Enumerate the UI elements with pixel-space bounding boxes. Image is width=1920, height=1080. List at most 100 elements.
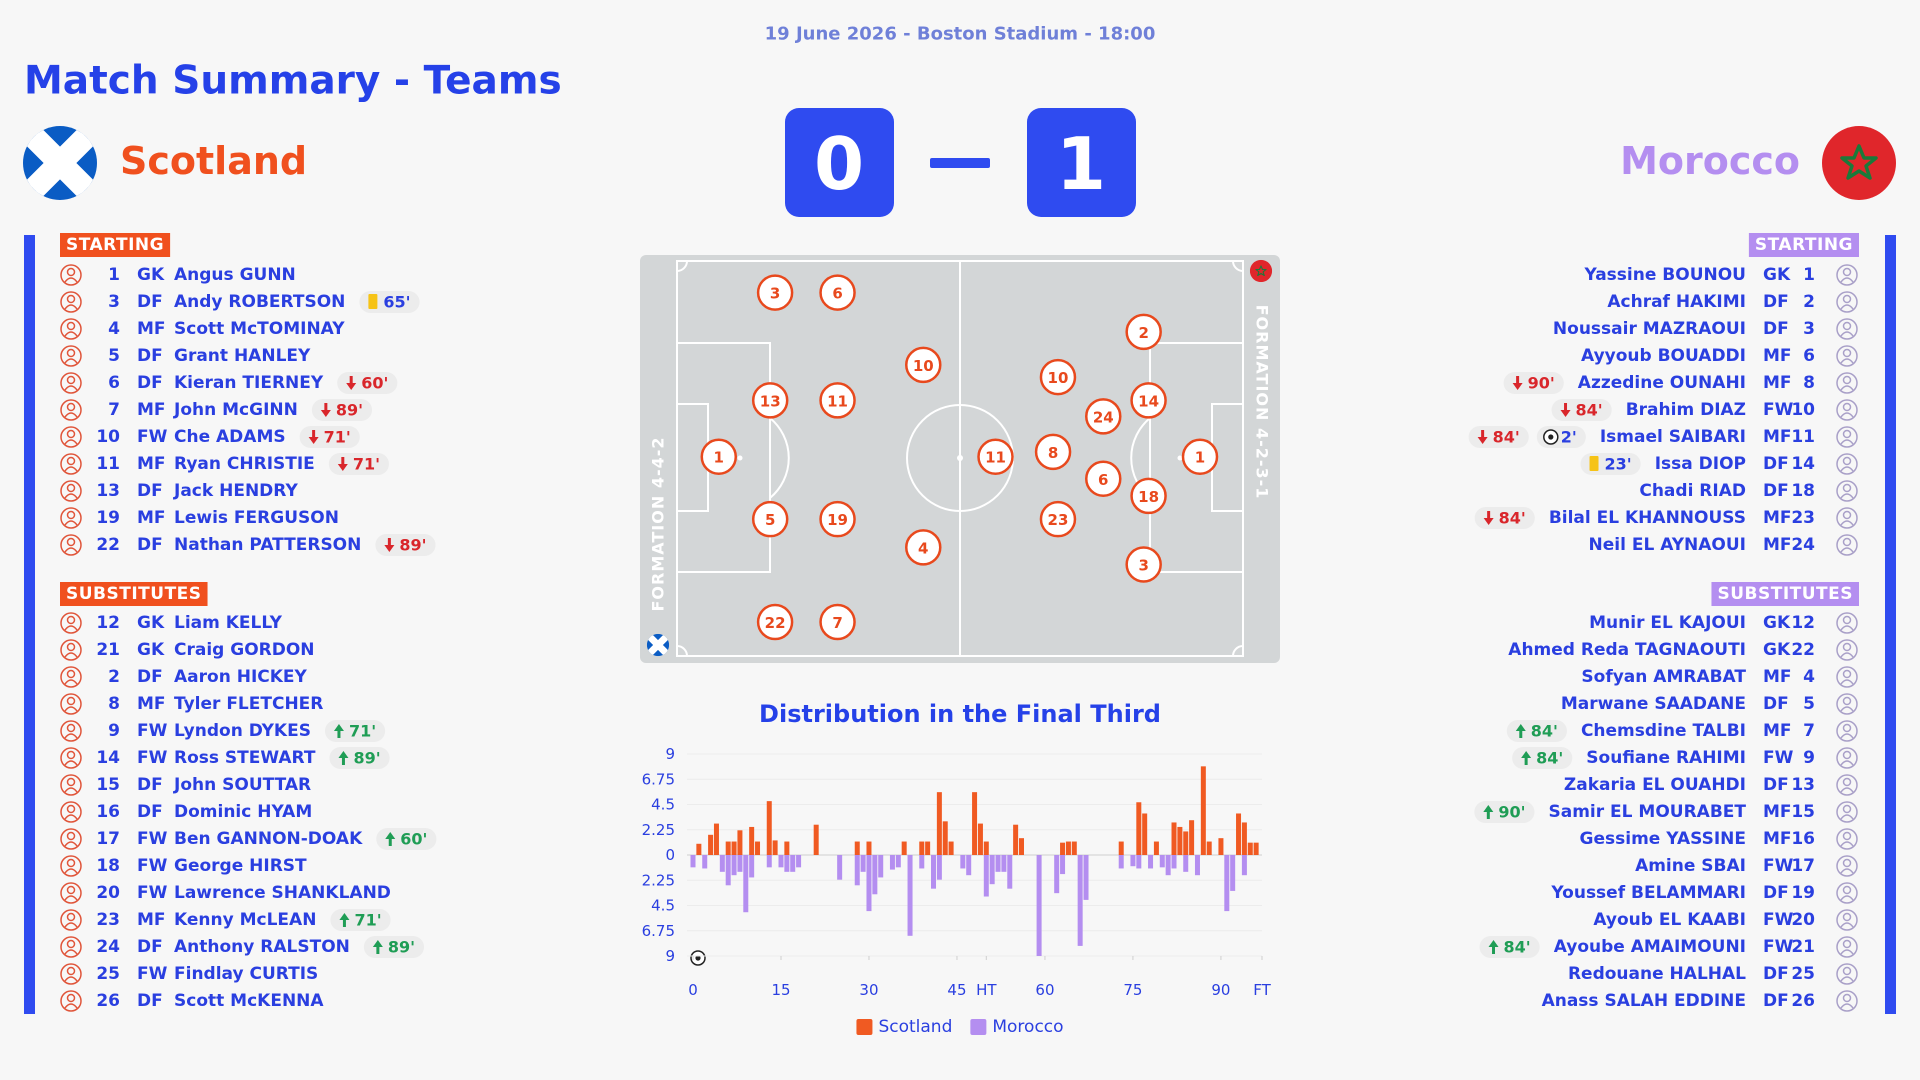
icon-head: [66, 294, 76, 304]
bar: [919, 855, 925, 869]
icon-head: [1842, 510, 1852, 520]
home-formation: FORMATION 4-4-2: [649, 436, 668, 611]
player-name: Che ADAMS: [174, 427, 286, 447]
score-box: [1027, 108, 1136, 217]
event-badge: 60': [337, 372, 398, 394]
icon-head: [66, 831, 76, 841]
icon-body: [1840, 466, 1854, 472]
icon-ring: [1836, 639, 1858, 661]
icon-ring: [1836, 426, 1858, 448]
icon-head: [1842, 939, 1852, 949]
event-badge: 84': [1512, 747, 1573, 769]
player-name: Andy ROBERTSON: [174, 292, 345, 312]
player-marker: [819, 500, 856, 538]
bar: [1065, 841, 1071, 855]
player-position: DF: [1763, 991, 1789, 1011]
player-name: Ahmed Reda TAGNAOUTI: [1508, 640, 1746, 660]
event-minute: 2': [1561, 428, 1577, 447]
event-minute: 60': [400, 830, 427, 849]
player-name: Ayyoub BOUADDI: [1581, 346, 1746, 366]
y-tick-label: 6.75: [642, 770, 675, 788]
icon-body: [1840, 547, 1854, 553]
player-number: 10: [96, 427, 120, 447]
icon-body: [1840, 412, 1854, 418]
bar: [931, 855, 937, 889]
player-icon: [60, 855, 82, 877]
player-number: 23: [96, 910, 120, 930]
bar: [1054, 855, 1060, 894]
player-icon: [1836, 666, 1858, 688]
pitch-player: 3: [1125, 546, 1162, 583]
player-position: GK: [1763, 640, 1791, 660]
player-name: Youssef BELAMMARI: [1550, 883, 1746, 903]
player-icon: [1836, 963, 1858, 985]
icon-ring: [60, 720, 82, 742]
icon-ring: [1836, 990, 1858, 1012]
icon-body: [64, 1003, 78, 1009]
player-number: 12: [1791, 613, 1815, 633]
player-position: DF: [137, 937, 163, 957]
bar: [983, 855, 989, 897]
icon-head: [66, 267, 76, 277]
event-badge: 89': [363, 936, 425, 958]
icon-body: [1840, 358, 1854, 364]
icon-body: [1840, 493, 1854, 499]
event-minute: 90': [1528, 374, 1555, 393]
player-position: FW: [137, 883, 168, 903]
bar: [725, 841, 731, 855]
bar: [1218, 838, 1224, 855]
icon-head: [1842, 267, 1852, 277]
page-title: Match Summary - Teams: [24, 59, 562, 104]
pitch-player: 5: [751, 500, 789, 538]
player-number: 10: [1791, 400, 1815, 420]
player-position: MF: [137, 400, 166, 420]
player-marker: [1130, 477, 1167, 515]
icon-head: [66, 912, 76, 922]
icon-body: [64, 466, 78, 472]
icon-ring: [1836, 963, 1858, 985]
icon-ring: [60, 399, 82, 421]
icon-body: [64, 814, 78, 820]
bar: [766, 801, 772, 855]
bar: [1013, 824, 1019, 855]
arrow-down-icon: [1483, 518, 1494, 525]
player-position: DF: [137, 667, 163, 687]
bar: [1060, 855, 1066, 875]
event-badge: 90': [1503, 372, 1564, 394]
player-number: 8: [108, 694, 120, 714]
player-number: 22: [96, 535, 120, 555]
player-number: 11: [96, 454, 120, 474]
player-icon: [1836, 801, 1858, 823]
icon-ring: [60, 828, 82, 850]
player-marker-number: 23: [1048, 511, 1069, 529]
player-position: DF: [137, 481, 163, 501]
player-icon: [1836, 990, 1858, 1012]
away-score: 1: [1056, 122, 1106, 206]
player-icon: [1836, 426, 1858, 448]
icon-body: [1840, 385, 1854, 391]
player-icon: [1836, 399, 1858, 421]
player-marker: [1039, 358, 1077, 396]
player-position: MF: [137, 910, 166, 930]
icon-head: [66, 348, 76, 358]
player-marker: [1181, 438, 1219, 475]
event-minute: 60': [361, 374, 388, 393]
bar: [731, 841, 737, 855]
icon-ring: [60, 534, 82, 556]
icon-ring: [60, 264, 82, 286]
player-marker: [1130, 382, 1167, 419]
icon-head: [66, 375, 76, 385]
player-icon: [1836, 774, 1858, 796]
player-position: FW: [1763, 910, 1794, 930]
player-icon: [1836, 828, 1858, 850]
section-label: STARTING: [60, 233, 171, 257]
player-marker: [1125, 313, 1162, 351]
icon-body: [1840, 841, 1854, 847]
icon-body: [64, 547, 78, 553]
player-number: 9: [1803, 748, 1815, 768]
icon-head: [66, 939, 76, 949]
player-number: 3: [108, 292, 120, 312]
player-number: 23: [1791, 508, 1815, 528]
icon-ring: [1836, 855, 1858, 877]
player-icon: [60, 453, 82, 475]
